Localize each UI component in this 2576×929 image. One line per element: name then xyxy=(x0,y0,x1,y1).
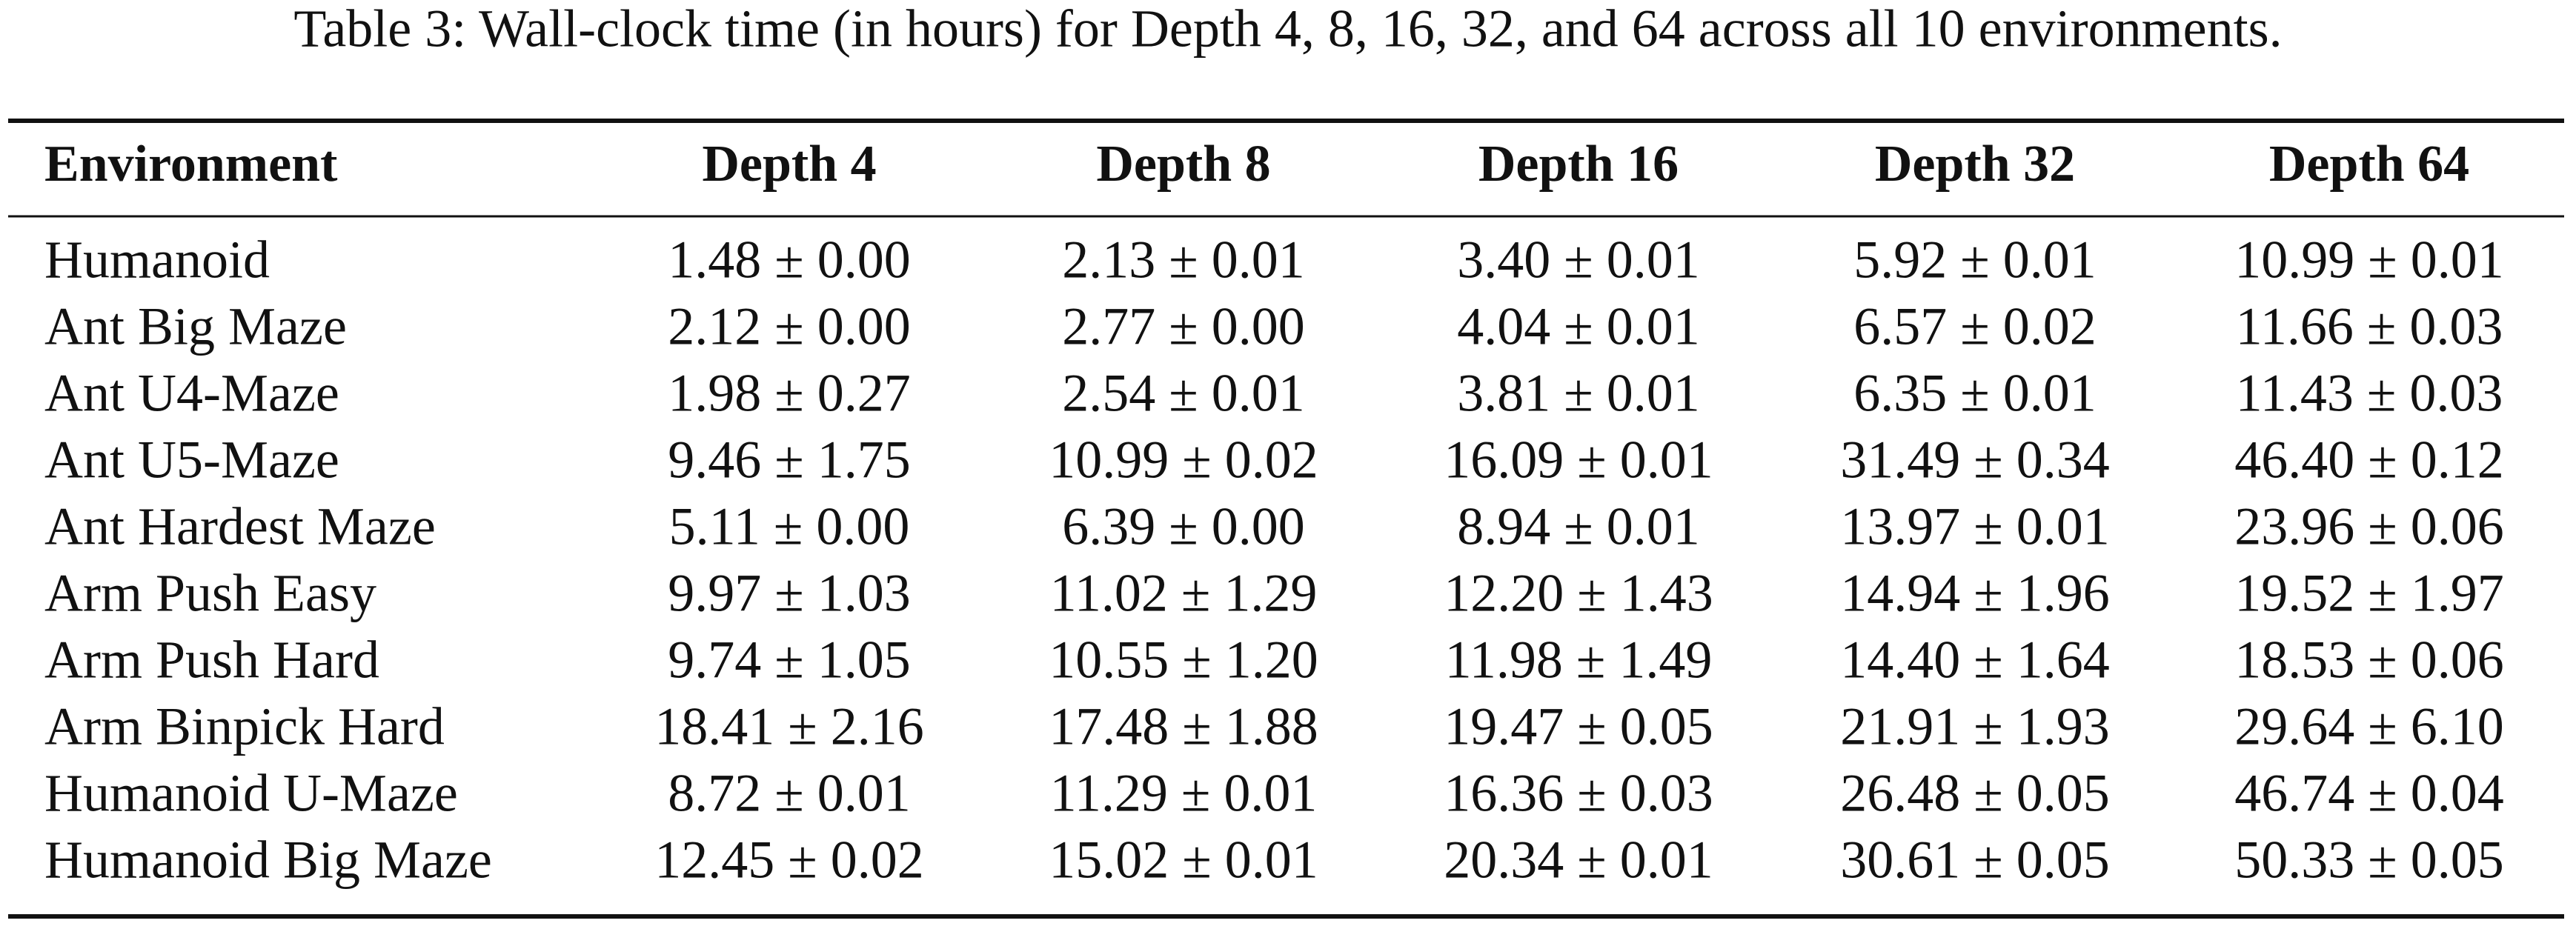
table-cell: 20.34 ± 0.01 xyxy=(1444,830,1713,890)
table-cell: 29.64 ± 6.10 xyxy=(2234,697,2504,756)
table-cell: 9.74 ± 1.05 xyxy=(668,630,911,690)
table-cell: 12.20 ± 1.43 xyxy=(1444,564,1713,623)
row-label: Ant Hardest Maze xyxy=(44,497,436,556)
table-cell: 6.57 ± 0.02 xyxy=(1853,297,2097,356)
table-cell: 18.53 ± 0.06 xyxy=(2234,630,2504,690)
header-cell: Environment xyxy=(44,136,337,193)
table-cell: 31.49 ± 0.34 xyxy=(1840,430,2110,490)
table-cell: 11.98 ± 1.49 xyxy=(1445,630,1713,690)
table-cell: 3.40 ± 0.01 xyxy=(1457,230,1700,290)
row-label: Ant U5-Maze xyxy=(44,430,339,490)
table-cell: 26.48 ± 0.05 xyxy=(1840,764,2110,823)
row-label: Humanoid Big Maze xyxy=(44,830,492,890)
table-cell: 1.98 ± 0.27 xyxy=(668,364,911,423)
table-cell: 18.41 ± 2.16 xyxy=(654,697,924,756)
table-cell: 14.94 ± 1.96 xyxy=(1840,564,2110,623)
table-cell: 2.12 ± 0.00 xyxy=(668,297,911,356)
header-cell: Depth 32 xyxy=(1875,136,2075,193)
table-cell: 10.55 ± 1.20 xyxy=(1049,630,1318,690)
table-cell: 5.92 ± 0.01 xyxy=(1853,230,2097,290)
table-cell: 21.91 ± 1.93 xyxy=(1840,697,2110,756)
table-cell: 46.74 ± 0.04 xyxy=(2234,764,2504,823)
row-label: Humanoid xyxy=(44,230,270,290)
table-cell: 10.99 ± 0.01 xyxy=(2234,230,2504,290)
table-cell: 10.99 ± 0.02 xyxy=(1049,430,1318,490)
table-cell: 2.13 ± 0.01 xyxy=(1062,230,1305,290)
header-cell: Depth 64 xyxy=(2269,136,2469,193)
table-cell: 50.33 ± 0.05 xyxy=(2234,830,2504,890)
table-cell: 9.46 ± 1.75 xyxy=(668,430,911,490)
table-cell: 1.48 ± 0.00 xyxy=(668,230,911,290)
row-label: Arm Push Easy xyxy=(44,564,376,623)
table-cell: 16.36 ± 0.03 xyxy=(1444,764,1713,823)
table-cell: 4.04 ± 0.01 xyxy=(1457,297,1700,356)
table-cell: 13.97 ± 0.01 xyxy=(1840,497,2110,556)
table-cell: 11.02 ± 1.29 xyxy=(1050,564,1318,623)
table-cell: 23.96 ± 0.06 xyxy=(2234,497,2504,556)
table-cell: 16.09 ± 0.01 xyxy=(1444,430,1713,490)
table-cell: 5.11 ± 0.00 xyxy=(669,497,910,556)
table-cell: 19.52 ± 1.97 xyxy=(2234,564,2504,623)
table-cell: 15.02 ± 0.01 xyxy=(1049,830,1318,890)
table-cell: 3.81 ± 0.01 xyxy=(1457,364,1700,423)
table-cell: 14.40 ± 1.64 xyxy=(1840,630,2110,690)
row-label: Humanoid U-Maze xyxy=(44,764,458,823)
row-label: Ant U4-Maze xyxy=(44,364,339,423)
table-cell: 2.77 ± 0.00 xyxy=(1062,297,1305,356)
row-label: Ant Big Maze xyxy=(44,297,347,356)
table-cell: 11.66 ± 0.03 xyxy=(2236,297,2503,356)
row-label: Arm Binpick Hard xyxy=(44,697,445,756)
table-cell: 6.35 ± 0.01 xyxy=(1853,364,2097,423)
header-cell: Depth 8 xyxy=(1096,136,1270,193)
table-cell: 30.61 ± 0.05 xyxy=(1840,830,2110,890)
header-cell: Depth 16 xyxy=(1478,136,1679,193)
header-cell: Depth 4 xyxy=(702,136,876,193)
table-cell: 8.94 ± 0.01 xyxy=(1457,497,1700,556)
table-cell: 6.39 ± 0.00 xyxy=(1062,497,1305,556)
caption: Table 3: Wall-clock time (in hours) for … xyxy=(293,0,2282,59)
table-cell: 11.43 ± 0.03 xyxy=(2236,364,2503,423)
table-cell: 2.54 ± 0.01 xyxy=(1062,364,1305,423)
table-cell: 11.29 ± 0.01 xyxy=(1050,764,1318,823)
row-label: Arm Push Hard xyxy=(44,630,379,690)
table-cell: 8.72 ± 0.01 xyxy=(668,764,911,823)
table-cell: 12.45 ± 0.02 xyxy=(654,830,924,890)
table-cell: 46.40 ± 0.12 xyxy=(2234,430,2504,490)
table-cell: 17.48 ± 1.88 xyxy=(1049,697,1318,756)
table-cell: 9.97 ± 1.03 xyxy=(668,564,911,623)
table-cell: 19.47 ± 0.05 xyxy=(1444,697,1713,756)
